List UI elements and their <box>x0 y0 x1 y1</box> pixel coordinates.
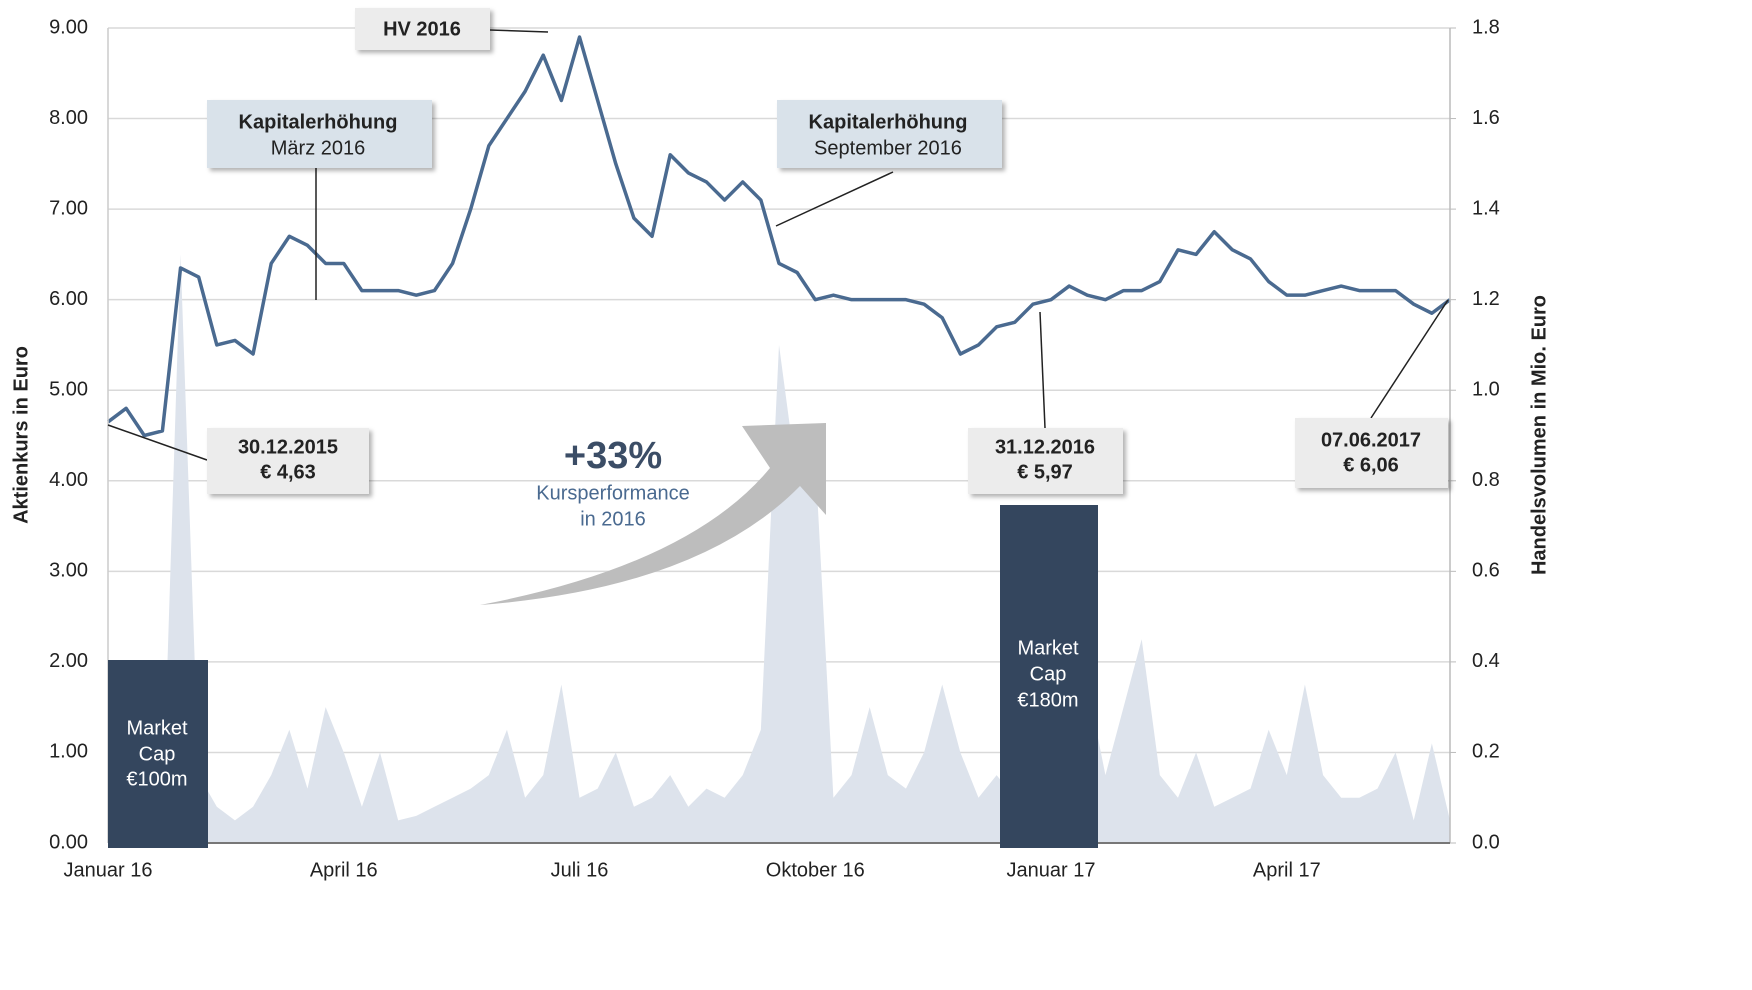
annotation-text: Kapitalerhöhung <box>239 111 398 133</box>
annotation-text: März 2016 <box>271 137 366 159</box>
performance-text: in 2016 <box>580 508 646 530</box>
y2-tick-label: 1.8 <box>1472 16 1500 38</box>
annotation-text: € 5,97 <box>1017 461 1073 483</box>
annotation-box <box>355 8 490 50</box>
market-cap-text: Market <box>126 717 188 739</box>
y-tick-label: 8.00 <box>49 107 88 129</box>
y2-tick-label: 1.2 <box>1472 288 1500 310</box>
y2-tick-label: 1.6 <box>1472 107 1500 129</box>
y-tick-label: 7.00 <box>49 197 88 219</box>
leader-line <box>775 171 894 227</box>
x-tick-label: April 16 <box>310 859 378 881</box>
annotation-text: 30.12.2015 <box>238 436 338 458</box>
price-line <box>106 35 1452 438</box>
y2-tick-label: 0.2 <box>1472 741 1500 763</box>
annotation-boxes: HV 2016 Kapitalerhöhung März 2016 Kapita… <box>207 8 1448 494</box>
x-tick-label: Januar 16 <box>64 859 153 881</box>
x-tick-label: Juli 16 <box>551 859 609 881</box>
y2-tick-label: 1.0 <box>1472 379 1500 401</box>
annotation-text: September 2016 <box>814 137 962 159</box>
y2-tick-label: 0.6 <box>1472 560 1500 582</box>
y-tick-label: 1.00 <box>49 741 88 763</box>
market-cap-text: €100m <box>126 768 187 790</box>
y-tick-label: 5.00 <box>49 379 88 401</box>
leader-line <box>107 424 208 461</box>
performance-arrow <box>480 423 826 605</box>
y-tick-label: 6.00 <box>49 288 88 310</box>
annotation-text: 31.12.2016 <box>995 436 1095 458</box>
x-tick-label: April 17 <box>1253 859 1321 881</box>
y-axis-label: Aktienkurs in Euro <box>10 346 32 524</box>
y-tick-label: 2.00 <box>49 650 88 672</box>
market-cap-box <box>1000 505 1098 848</box>
annotation-text: Kapitalerhöhung <box>809 111 968 133</box>
y-tick-label: 9.00 <box>49 16 88 38</box>
annotation-box <box>777 100 1002 168</box>
x-tick-label: Januar 17 <box>1007 859 1096 881</box>
y-tick-label: 4.00 <box>49 469 88 491</box>
market-cap-text: Cap <box>1030 663 1067 685</box>
market-caps: Market Cap €100m Market Cap €180m <box>108 505 1098 848</box>
market-cap-text: €180m <box>1017 689 1078 711</box>
leader-line <box>1370 299 1449 419</box>
y-tick-label: 3.00 <box>49 560 88 582</box>
annotation-text: € 4,63 <box>260 461 316 483</box>
annotation-text: HV 2016 <box>383 18 461 40</box>
x-tick-label: Oktober 16 <box>766 859 865 881</box>
annotation-box <box>1295 418 1448 488</box>
y2-tick-label: 0.8 <box>1472 469 1500 491</box>
annotation-text: 07.06.2017 <box>1321 429 1421 451</box>
volume-area <box>108 254 1450 843</box>
plot-foreground: 0.00 1.00 2.00 3.00 4.00 5.00 6.00 7.00 8.00 9.00… <box>49 16 1500 881</box>
leader-line <box>1039 311 1046 429</box>
annotations <box>107 29 1449 461</box>
market-cap-text: Cap <box>139 743 176 765</box>
y-tick-label: 0.00 <box>49 831 88 853</box>
annotation-box <box>968 428 1123 494</box>
market-cap-text: Market <box>1017 637 1079 659</box>
performance-value: +33% <box>564 435 662 477</box>
y2-tick-label: 1.4 <box>1472 197 1500 219</box>
leader-line <box>489 29 549 33</box>
annotation-text: € 6,06 <box>1343 454 1399 476</box>
annotation-box <box>207 100 432 168</box>
performance-text: Kursperformance <box>536 482 689 504</box>
y2-tick-label: 0.0 <box>1472 831 1500 853</box>
y2-axis-label: Handelsvolumen in Mio. Euro <box>1528 295 1550 575</box>
market-cap-box <box>108 660 208 848</box>
annotation-box <box>207 428 369 494</box>
y2-tick-label: 0.4 <box>1472 650 1500 672</box>
